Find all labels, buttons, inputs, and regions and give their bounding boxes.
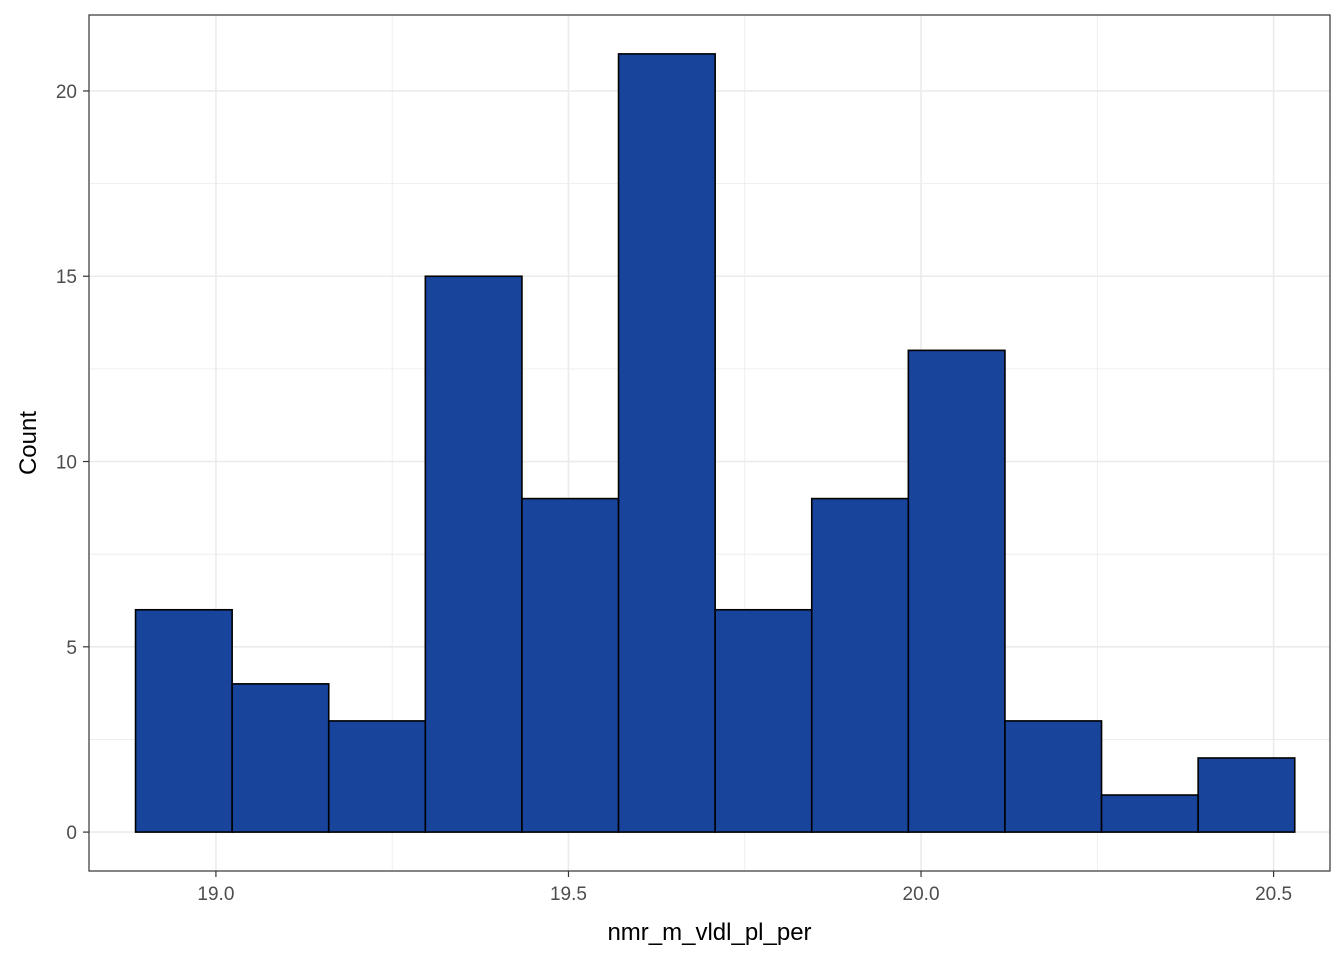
x-tick-label: 19.5 — [550, 884, 587, 905]
histogram-bar — [617, 53, 716, 833]
x-tick-label: 19.0 — [197, 884, 234, 905]
y-tick-label: 15 — [56, 267, 77, 288]
x-axis-title: nmr_m_vldl_pl_per — [607, 919, 811, 946]
histogram-bar — [231, 683, 330, 833]
histogram-bar — [714, 608, 813, 833]
histogram-bar — [810, 497, 910, 833]
y-tick-label: 20 — [56, 82, 77, 103]
axis-ticks — [83, 90, 1275, 877]
histogram-bar — [1197, 757, 1296, 833]
histogram-bar — [327, 720, 427, 833]
y-tick-label: 10 — [56, 453, 77, 474]
y-tick-label: 0 — [66, 823, 77, 844]
tick-labels: 19.0 19.5 20.0 20.5 0 5 10 15 20 — [56, 82, 1292, 905]
histogram-bar — [521, 497, 620, 833]
histogram-bars — [134, 53, 1296, 833]
histogram-bar — [1100, 794, 1199, 833]
histogram-bar — [424, 275, 523, 833]
panel-border — [88, 14, 1331, 872]
histogram-bar — [907, 349, 1006, 833]
y-tick-label: 5 — [66, 638, 77, 659]
histogram-bar — [1004, 720, 1103, 833]
histogram-bar — [134, 608, 233, 833]
x-tick-label: 20.5 — [1255, 884, 1292, 905]
x-tick-label: 20.0 — [903, 884, 940, 905]
y-axis-title: Count — [15, 411, 42, 475]
